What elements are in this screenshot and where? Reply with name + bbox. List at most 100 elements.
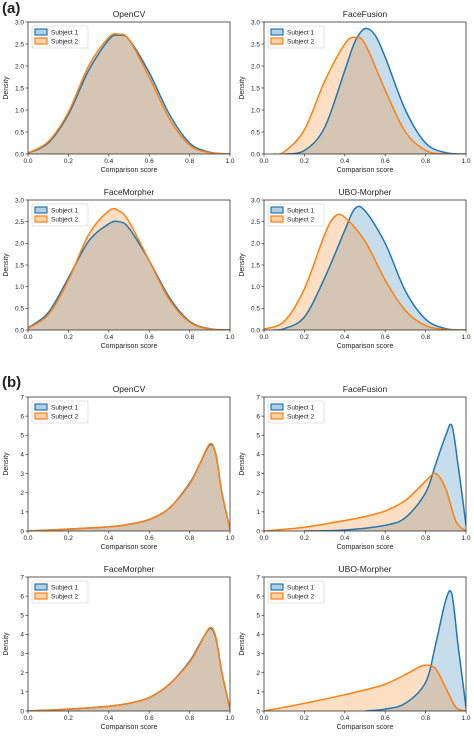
- legend-swatch-subject-1: [34, 403, 48, 411]
- x-tick-label: 0.6: [145, 715, 154, 722]
- legend-box: [31, 580, 89, 604]
- series-line-subject-1: [284, 27, 466, 154]
- y-axis-label: Density: [239, 452, 246, 476]
- y-tick-label: 4: [256, 632, 260, 639]
- x-tick-label: 0.2: [300, 715, 309, 722]
- x-axis-label: Comparison score: [101, 724, 158, 731]
- x-tick-label: 0.8: [185, 334, 194, 341]
- series-line-subject-1: [274, 205, 466, 330]
- x-tick-label: 0.0: [259, 334, 268, 341]
- y-tick-label: 2.5: [15, 41, 24, 48]
- plots-container: 0.0 0.2 0.4 0.6 0.8 1.0 0.0 0.5 1.0 1.5 2.0 2.5 3.0 O…: [3, 9, 471, 731]
- legend-label-subject-1: Subject 1: [287, 30, 314, 37]
- x-tick-label: 0.4: [340, 158, 349, 165]
- y-axis-label: Density: [239, 253, 246, 277]
- x-axis-label: Comparison score: [101, 544, 158, 551]
- x-tick-label: 0.4: [104, 715, 113, 722]
- x-tick-label: 0.8: [421, 158, 430, 165]
- y-tick-label: 0.0: [251, 151, 260, 158]
- legend-swatch-subject-1: [34, 206, 48, 214]
- subplot-a-facemorpher: 0.0 0.2 0.4 0.6 0.8 1.0 0.0 0.5 1.0 1.5 2.0 2.5 3.0 F…: [3, 187, 235, 350]
- y-tick-label: 1: [20, 689, 24, 696]
- legend: Subject 1 Subject 2: [267, 580, 325, 604]
- series-area-subject-1: [274, 206, 466, 330]
- y-tick-label: 6: [20, 593, 24, 600]
- y-tick-label: 2.5: [251, 41, 260, 48]
- y-tick-label: 0.0: [15, 151, 24, 158]
- y-tick-label: 2: [20, 490, 24, 497]
- series-line-subject-2: [28, 33, 230, 154]
- y-tick-label: 3.0: [251, 19, 260, 26]
- y-tick-label: 0: [20, 708, 24, 715]
- series-line-subject-2: [28, 442, 230, 531]
- series-area-subject-2: [264, 665, 466, 711]
- y-tick-label: 1.0: [251, 107, 260, 114]
- x-tick-label: 0.8: [421, 334, 430, 341]
- x-tick-label: 1.0: [225, 334, 234, 341]
- series-line-subject-2: [264, 213, 466, 330]
- x-axis-label: Comparison score: [101, 167, 158, 174]
- y-tick-label: 1.5: [15, 85, 24, 92]
- legend-box: [267, 203, 325, 227]
- x-tick-label: 0.4: [340, 334, 349, 341]
- y-tick-label: 1.5: [251, 262, 260, 269]
- legend-label-subject-2: Subject 2: [287, 39, 314, 46]
- legend: Subject 1 Subject 2: [31, 25, 89, 49]
- axes-frame: [263, 396, 467, 532]
- series-area-subject-2: [28, 443, 230, 531]
- chart-title: UBO-Morpher: [339, 564, 392, 574]
- y-tick-label: 1: [256, 689, 260, 696]
- y-tick-label: 1.5: [15, 262, 24, 269]
- legend-label-subject-2: Subject 2: [51, 414, 78, 421]
- legend-swatch-subject-2: [270, 412, 284, 420]
- y-tick-label: 1: [256, 509, 260, 516]
- y-tick-label: 3: [20, 471, 24, 478]
- series-area-subject-1: [28, 628, 230, 711]
- series-line-subject-2: [28, 626, 230, 711]
- x-tick-label: 0.4: [104, 158, 113, 165]
- legend-label-subject-1: Subject 1: [51, 585, 78, 592]
- series-area-subject-2: [264, 473, 466, 531]
- y-tick-label: 6: [256, 413, 260, 420]
- series-line-subject-1: [364, 589, 466, 711]
- y-tick-label: 0.0: [15, 327, 24, 334]
- subplot-a-facefusion: 0.0 0.2 0.4 0.6 0.8 1.0 0.0 0.5 1.0 1.5 2.0 2.5 3.0 F…: [239, 9, 471, 174]
- y-tick-label: 5: [20, 613, 24, 620]
- legend-label-subject-1: Subject 1: [287, 585, 314, 592]
- x-tick-label: 0.8: [421, 715, 430, 722]
- subplot-a-ubo-morpher: 0.0 0.2 0.4 0.6 0.8 1.0 0.0 0.5 1.0 1.5 2.0 2.5 3.0 U…: [239, 187, 471, 350]
- y-tick-label: 3.0: [251, 197, 260, 204]
- x-tick-label: 1.0: [225, 535, 234, 542]
- y-tick-label: 5: [256, 613, 260, 620]
- y-tick-label: 0: [20, 528, 24, 535]
- x-tick-label: 0.2: [300, 158, 309, 165]
- y-tick-label: 3.0: [15, 197, 24, 204]
- legend-swatch-subject-2: [34, 37, 48, 45]
- legend-swatch-subject-1: [270, 28, 284, 36]
- x-tick-label: 0.6: [381, 715, 390, 722]
- y-tick-label: 1.0: [15, 284, 24, 291]
- legend-box: [31, 203, 89, 227]
- y-tick-label: 1.0: [15, 107, 24, 114]
- panel-label-a: (a): [2, 0, 20, 17]
- legend: Subject 1 Subject 2: [267, 400, 325, 424]
- x-tick-label: 0.8: [185, 715, 194, 722]
- legend: Subject 1 Subject 2: [31, 400, 89, 424]
- y-tick-label: 2: [256, 670, 260, 677]
- y-tick-label: 2: [20, 670, 24, 677]
- y-tick-label: 2.5: [251, 219, 260, 226]
- y-tick-label: 6: [256, 593, 260, 600]
- y-axis-label: Density: [3, 632, 10, 656]
- chart-title: FaceMorpher: [104, 187, 155, 197]
- legend-swatch-subject-2: [270, 592, 284, 600]
- series-line-subject-1: [304, 423, 466, 531]
- axes-frame: [27, 576, 231, 712]
- legend-label-subject-2: Subject 2: [51, 39, 78, 46]
- x-tick-label: 0.8: [185, 535, 194, 542]
- y-tick-label: 1: [20, 509, 24, 516]
- legend-swatch-subject-2: [34, 215, 48, 223]
- x-tick-label: 0.6: [381, 158, 390, 165]
- y-axis-label: Density: [239, 76, 246, 100]
- series-line-subject-2: [264, 664, 466, 711]
